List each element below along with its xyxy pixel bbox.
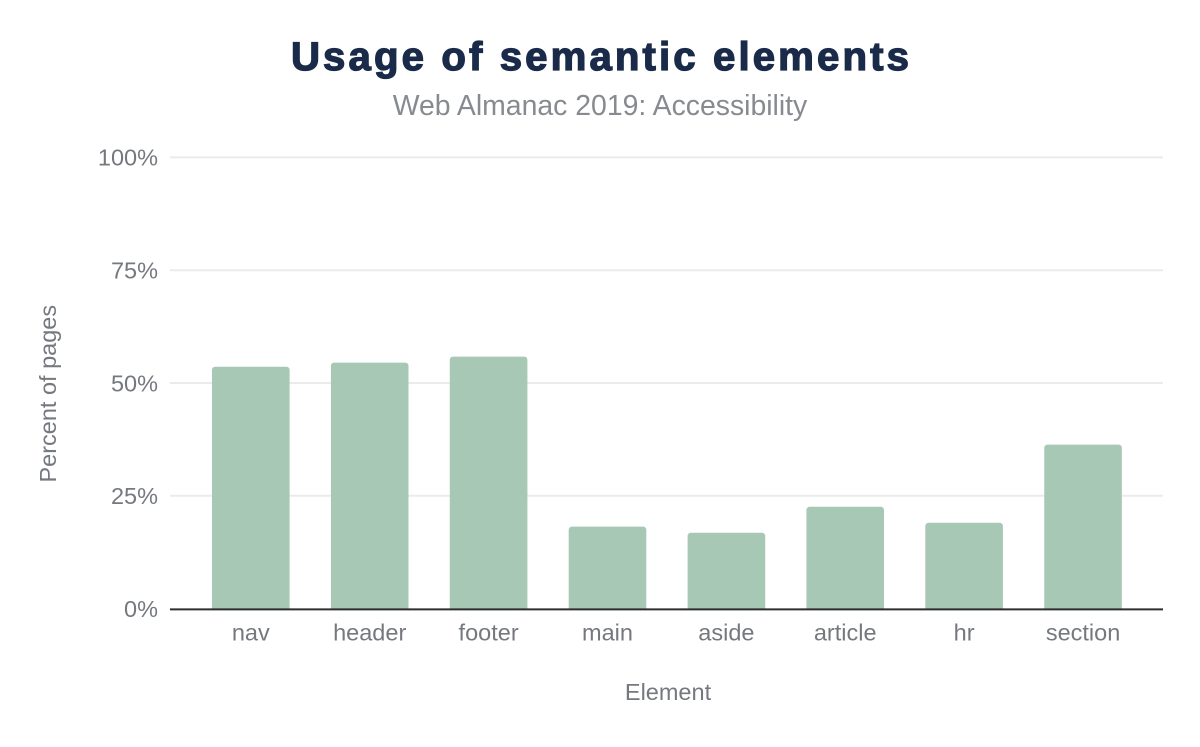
svg-text:Web Almanac 2019: Accessibilit: Web Almanac 2019: Accessibility xyxy=(393,90,808,122)
svg-text:100%: 100% xyxy=(98,145,158,171)
svg-text:Element: Element xyxy=(625,679,712,705)
svg-text:main: main xyxy=(582,619,633,645)
svg-text:Percent of pages: Percent of pages xyxy=(35,305,61,483)
svg-text:footer: footer xyxy=(459,619,519,645)
svg-text:article: article xyxy=(814,619,877,645)
svg-text:75%: 75% xyxy=(111,258,158,284)
svg-text:nav: nav xyxy=(232,619,270,645)
svg-text:header: header xyxy=(333,619,406,645)
svg-text:0%: 0% xyxy=(124,596,158,622)
svg-text:Usage of semantic elements: Usage of semantic elements xyxy=(291,34,912,79)
svg-text:aside: aside xyxy=(698,619,754,645)
svg-text:hr: hr xyxy=(954,619,975,645)
svg-text:section: section xyxy=(1046,619,1120,645)
svg-text:50%: 50% xyxy=(111,370,158,396)
svg-text:25%: 25% xyxy=(111,483,158,509)
